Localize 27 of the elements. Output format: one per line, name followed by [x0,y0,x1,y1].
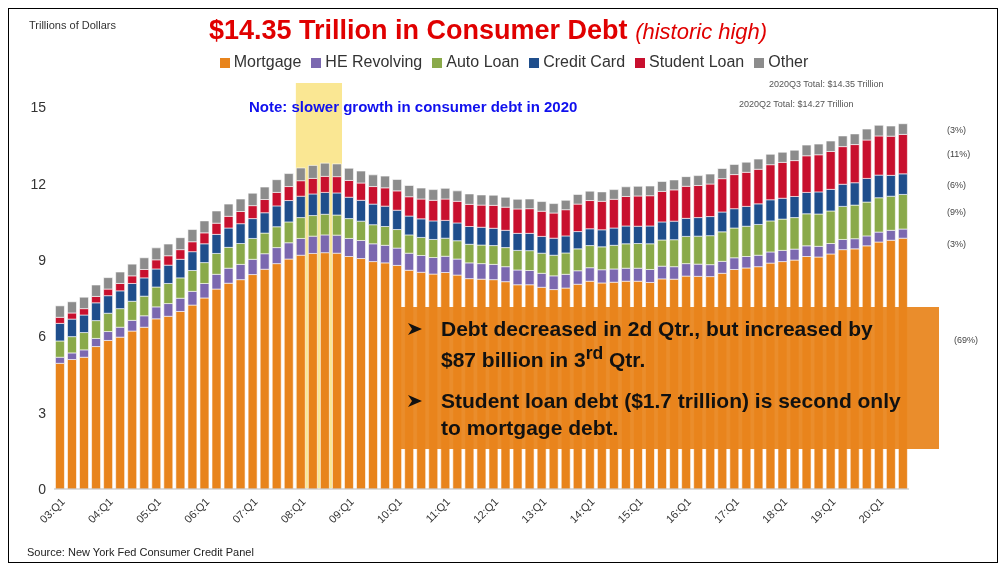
y-tick-label: 6 [38,328,47,345]
text: (11%) [947,149,971,161]
chart-subtitle: (historic high) [635,19,768,44]
legend-label: Credit Card [543,53,626,70]
chart-title: $14.35 Trillion in Consumer Debt [209,15,628,45]
annotation: Note: slower growth in consumer debt in 2020 [249,97,578,117]
legend-label: HE Revolving [325,53,423,70]
y-tick-label: 12 [30,175,47,192]
annotation: Debt decreased in 2d Qtr., but increased by $87 billion in 3$^{rd}$ Qtr. [441,316,874,374]
legend-label: Auto Loan [446,53,520,70]
legend-label: Mortgage [233,53,302,70]
annotation: Student loan debt ($1.7 trillion) is second only to mortgage debt. [441,388,902,442]
text: (6%) [947,180,967,192]
y-tick-label: 3 [38,404,47,421]
text: (9%) [947,207,967,219]
annotation: 2020Q3 Total: $14.35 Trillion [769,79,884,91]
y-axis-title: Trillions of Dollars [29,19,117,31]
legend-label: Other [768,53,809,70]
text: (69%) [954,335,979,347]
source-note: Source: New York Fed Consumer Credit Panel [27,545,254,560]
text: (3%) [947,125,967,137]
y-tick-label: 0 [38,480,47,497]
legend-label: Student Loan [649,53,745,70]
y-tick-label: 15 [30,99,47,116]
y-tick-label: 9 [38,252,47,269]
text: (3%) [947,239,967,251]
annotation: 2020Q2 Total: $14.27 Trillion [739,99,854,111]
